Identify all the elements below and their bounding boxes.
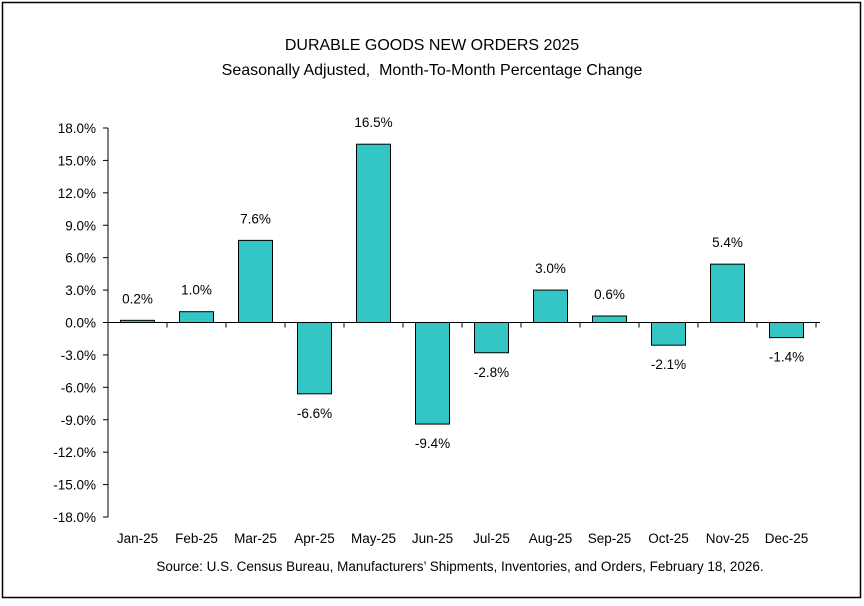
x-tick-label: Jul-25 [473, 531, 510, 546]
y-tick-label: 0.0% [65, 316, 96, 331]
x-tick-label: Mar-25 [234, 531, 277, 546]
x-tick-label: Dec-25 [765, 531, 809, 546]
bar [356, 143, 391, 323]
data-label: -2.8% [474, 365, 509, 380]
bar [651, 322, 686, 346]
data-label: 5.4% [712, 235, 743, 250]
y-tick-label: 12.0% [58, 186, 96, 201]
bar [592, 315, 627, 323]
x-tick-label: Aug-25 [529, 531, 573, 546]
bar [769, 322, 804, 339]
y-tick-label: 15.0% [58, 153, 96, 168]
y-tick-label: -3.0% [61, 348, 96, 363]
y-tick-label: -15.0% [53, 478, 96, 493]
y-axis: 18.0% 15.0% 12.0% 9.0% 6.0% 3.0% 0.0% -3.0% -6.0… [53, 121, 109, 525]
chart-title: DURABLE GOODS NEW ORDERS 2025 [285, 37, 579, 54]
x-tick-label: Oct-25 [648, 531, 689, 546]
data-label: 0.2% [122, 291, 153, 306]
data-label: 7.6% [240, 211, 271, 226]
y-tick-label: 9.0% [65, 218, 96, 233]
x-tick-label: Sep-25 [588, 531, 632, 546]
bar [474, 322, 509, 354]
bar [297, 322, 332, 395]
x-tick-label: May-25 [351, 531, 396, 546]
bar [238, 239, 273, 323]
data-label: -9.4% [415, 436, 450, 451]
bar [710, 263, 745, 323]
x-axis: Jan-25 Feb-25 Mar-25 Apr-25 May-25 Jun-25 Jul-… [108, 322, 820, 546]
x-tick-label: Jan-25 [117, 531, 158, 546]
data-label: -2.1% [651, 357, 686, 372]
bar [533, 289, 568, 324]
data-label: -6.6% [297, 406, 332, 421]
bar [415, 322, 450, 425]
x-tick-label: Nov-25 [706, 531, 750, 546]
data-label: 0.6% [594, 287, 625, 302]
y-tick-label: -6.0% [61, 380, 96, 395]
data-label: 3.0% [535, 261, 566, 276]
chart-subtitle: Seasonally Adjusted, Month-To-Month Perc… [222, 62, 643, 79]
data-label: 1.0% [181, 283, 212, 298]
x-tick-label: Feb-25 [175, 531, 218, 546]
y-tick-label: 3.0% [65, 283, 96, 298]
bar [179, 311, 214, 324]
data-label: 16.5% [354, 115, 392, 130]
data-label: -1.4% [769, 350, 804, 365]
y-tick-label: -12.0% [53, 445, 96, 460]
x-tick-label: Apr-25 [294, 531, 335, 546]
x-tick-label: Jun-25 [412, 531, 453, 546]
y-tick-label: -9.0% [61, 413, 96, 428]
y-tick-label: 18.0% [58, 121, 96, 136]
chart-source: Source: U.S. Census Bureau, Manufacturer… [156, 559, 763, 574]
y-tick-label: -18.0% [53, 510, 96, 525]
y-tick-label: 6.0% [65, 251, 96, 266]
